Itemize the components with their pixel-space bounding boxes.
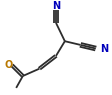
Text: O: O xyxy=(4,60,13,70)
Text: N: N xyxy=(100,44,108,54)
Text: N: N xyxy=(52,1,60,11)
